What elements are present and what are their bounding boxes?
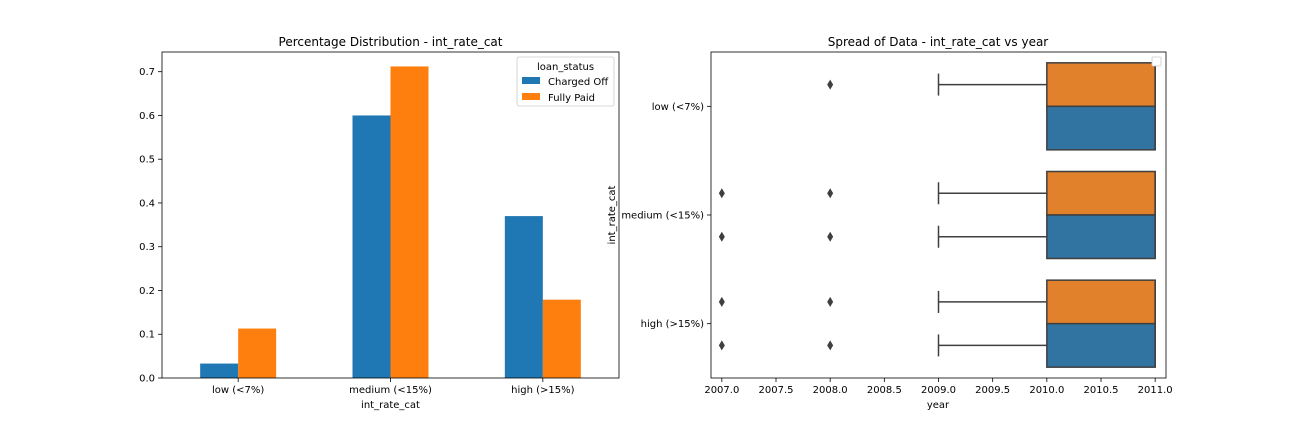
box-y-axis-label: int_rate_cat: [607, 185, 618, 244]
box-outlier-series-1-medium-15-2008: [827, 188, 834, 199]
box-outlier-series-1-low-7-2008: [827, 79, 834, 90]
bar-x-axis-label: int_rate_cat: [361, 400, 420, 411]
bar-legend-title: loan_status: [537, 62, 594, 73]
box-x-tick-label-5: 2009.5: [975, 385, 1010, 396]
box-outlier-series-2-high-15-2008: [827, 340, 834, 351]
bar-legend-box: [516, 56, 615, 107]
box-outlier-series-2-medium-15-2007: [718, 231, 725, 242]
box-series-1-low-7: [1046, 62, 1156, 108]
bar-fully-paid-medium-15: [390, 66, 429, 378]
box-x-tick-label-6: 2010.0: [1029, 385, 1064, 396]
bar-y-tick-label-6: 0.6: [139, 111, 155, 122]
box-x-tick-label-4: 2009.0: [921, 385, 956, 396]
bar-y-tick-label-3: 0.3: [139, 242, 155, 253]
box-outlier-series-1-high-15-2008: [827, 296, 834, 307]
box-x-tick-label-0: 2007.0: [704, 385, 739, 396]
box-y-tick-label-high-15: high (>15%): [641, 319, 704, 330]
bar-charged-off-low-7: [200, 363, 239, 378]
bar-y-tick-label-1: 0.1: [139, 330, 155, 341]
bar-y-tick-label-2: 0.2: [139, 286, 155, 297]
box-series-2-high-15: [1046, 322, 1156, 368]
bar-x-tick-label-medium-15: medium (<15%): [349, 385, 432, 396]
box-outlier-series-2-medium-15-2008: [827, 231, 834, 242]
bar-x-tick-label-low-7: low (<7%): [212, 385, 264, 396]
box-chart: Spread of Data - int_rate_cat vs year lo…: [607, 35, 1173, 411]
legend-swatch-fully-paid: [522, 93, 540, 100]
bar-fully-paid-low-7: [238, 328, 277, 378]
bar-y-tick-label-7: 0.7: [139, 67, 155, 78]
box-y-tick-label-medium-15: medium (<15%): [621, 211, 704, 222]
box-x-tick-label-3: 2008.5: [867, 385, 902, 396]
bar-plot-area: low (<7%) medium (<15%) high (>15%) 0.0 0.1 0…: [139, 66, 581, 396]
bar-legend: loan_status Charged Off Fully Paid: [516, 56, 615, 107]
box-plot-area: low (<7%) medium (<15%) high (>15%) 2007.0 2…: [621, 62, 1173, 396]
box-x-tick-label-2: 2008.0: [813, 385, 848, 396]
box-x-tick-label-1: 2007.5: [759, 385, 794, 396]
bar-chart: Percentage Distribution - int_rate_cat l…: [139, 35, 620, 411]
box-x-tick-label-8: 2011.0: [1138, 385, 1173, 396]
box-outlier-series-2-high-15-2007: [718, 340, 725, 351]
bar-charged-off-high-15: [504, 216, 543, 378]
box-series-2-low-7: [1046, 105, 1156, 151]
box-series-2-medium-15: [1046, 214, 1156, 260]
legend-label-charged-off: Charged Off: [548, 77, 609, 88]
bar-charged-off-medium-15: [352, 115, 391, 379]
bar-y-tick-label-5: 0.5: [139, 155, 155, 166]
box-plot-frame: [710, 51, 1167, 379]
box-chart-title: Spread of Data - int_rate_cat vs year: [828, 35, 1049, 49]
box-series-1-medium-15: [1046, 170, 1156, 216]
box-outlier-series-1-medium-15-2007: [718, 188, 725, 199]
box-outlier-series-1-high-15-2007: [718, 296, 725, 307]
box-x-axis-label: year: [927, 400, 950, 411]
box-x-tick-label-7: 2010.5: [1084, 385, 1119, 396]
bar-y-tick-label-0: 0.0: [139, 374, 155, 385]
box-y-tick-label-low-7: low (<7%): [652, 102, 704, 113]
bar-plot-frame: [161, 51, 620, 379]
bar-x-tick-label-high-15: high (>15%): [511, 385, 574, 396]
bar-chart-title: Percentage Distribution - int_rate_cat: [279, 35, 503, 49]
box-legend-box: [1151, 56, 1162, 67]
bar-fully-paid-high-15: [542, 299, 581, 378]
box-series-1-high-15: [1046, 279, 1156, 325]
legend-swatch-charged-off: [522, 77, 540, 84]
bar-y-tick-label-4: 0.4: [139, 198, 155, 209]
legend-label-fully-paid: Fully Paid: [548, 93, 595, 104]
